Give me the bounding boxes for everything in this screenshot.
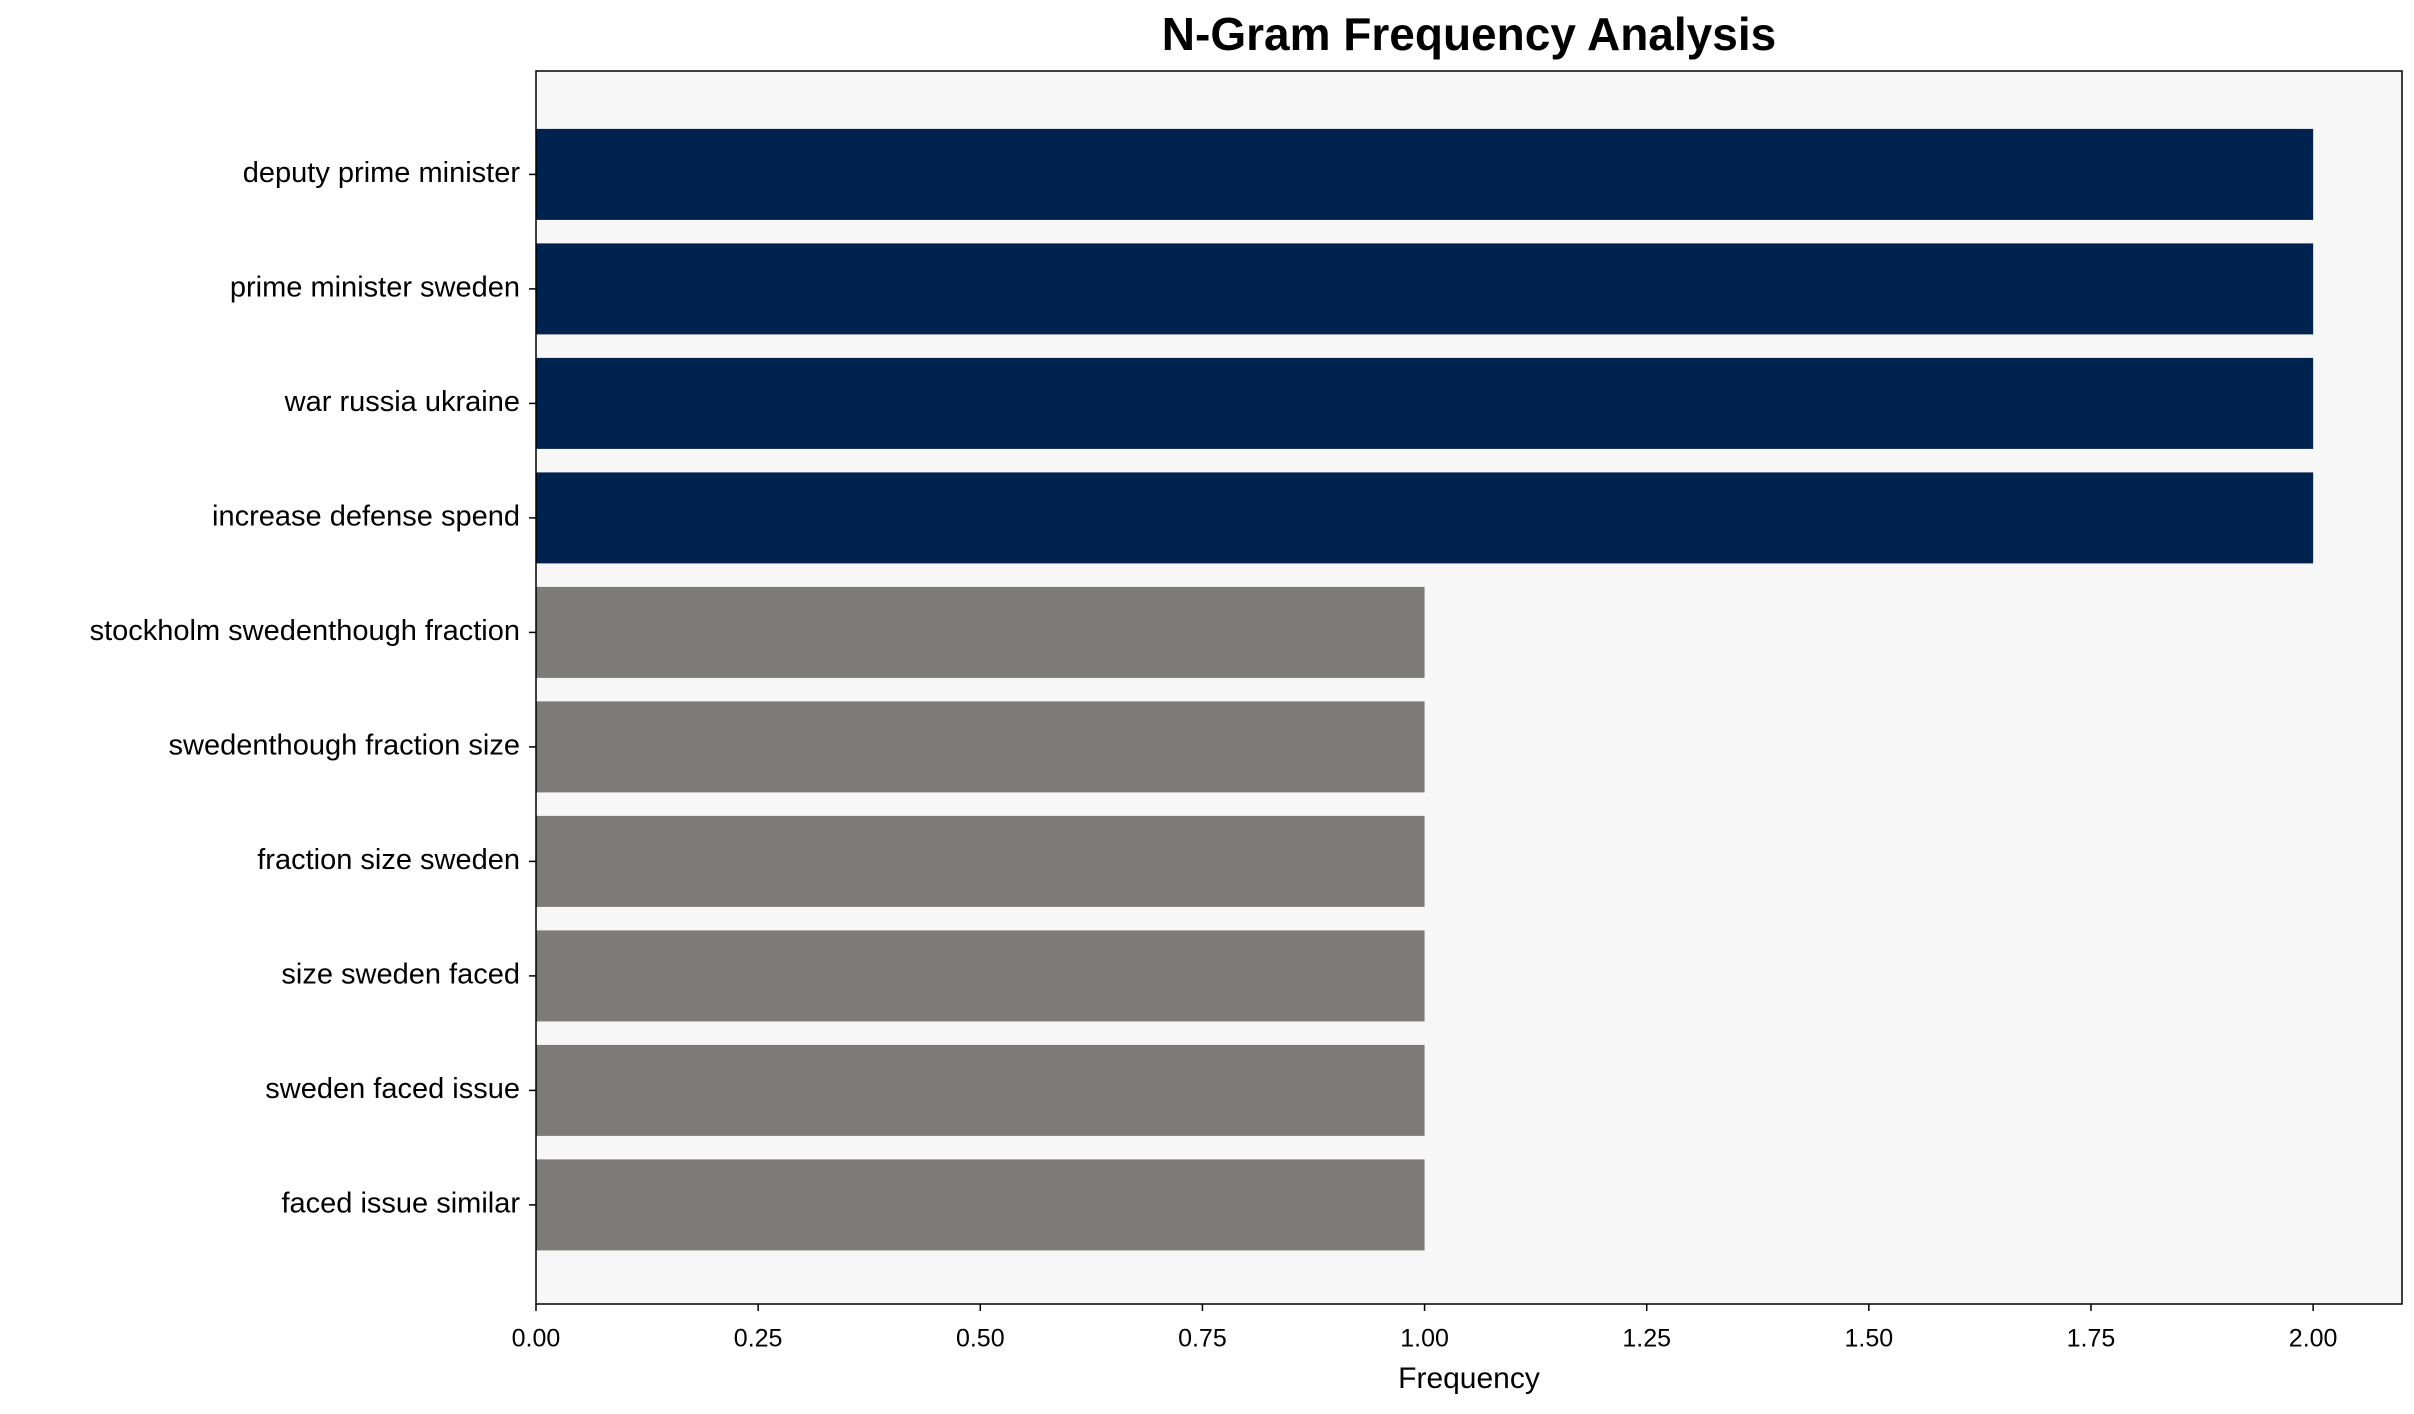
bar (536, 815, 1425, 907)
chart-title: N-Gram Frequency Analysis (1162, 8, 1776, 60)
y-tick-label: sweden faced issue (265, 1073, 520, 1105)
x-tick-label: 1.00 (1400, 1325, 1449, 1353)
x-axis-label: Frequency (1398, 1362, 1540, 1395)
y-tick-label: fraction size sweden (257, 844, 520, 876)
y-tick-label: faced issue similar (281, 1188, 520, 1220)
y-tick-label: prime minister sweden (230, 272, 520, 304)
x-tick-label: 0.50 (956, 1325, 1005, 1353)
bar (536, 472, 2314, 564)
x-tick-label: 1.25 (1622, 1325, 1671, 1353)
y-tick-label: deputy prime minister (243, 157, 521, 189)
x-tick-label: 1.50 (1845, 1325, 1894, 1353)
bar (536, 357, 2314, 449)
y-tick-label: swedenthough fraction size (169, 730, 520, 762)
x-tick-label: 1.75 (2067, 1325, 2116, 1353)
bar (536, 586, 1425, 678)
plot-frame (535, 70, 2403, 1305)
x-tick-label: 0.00 (512, 1325, 561, 1353)
x-tick-label: 2.00 (2289, 1325, 2338, 1353)
y-tick-label: war russia ukraine (284, 386, 520, 418)
x-tick-label: 0.25 (734, 1325, 783, 1353)
bar (536, 701, 1425, 793)
bar (536, 1159, 1425, 1251)
y-tick-label: stockholm swedenthough fraction (90, 615, 520, 647)
x-tick-label: 0.75 (1178, 1325, 1227, 1353)
y-tick-label: increase defense spend (212, 501, 520, 533)
y-tick-label: size sweden faced (281, 959, 520, 991)
bar (536, 243, 2314, 335)
bar (536, 930, 1425, 1022)
bar (536, 1044, 1425, 1136)
bar (536, 128, 2314, 220)
